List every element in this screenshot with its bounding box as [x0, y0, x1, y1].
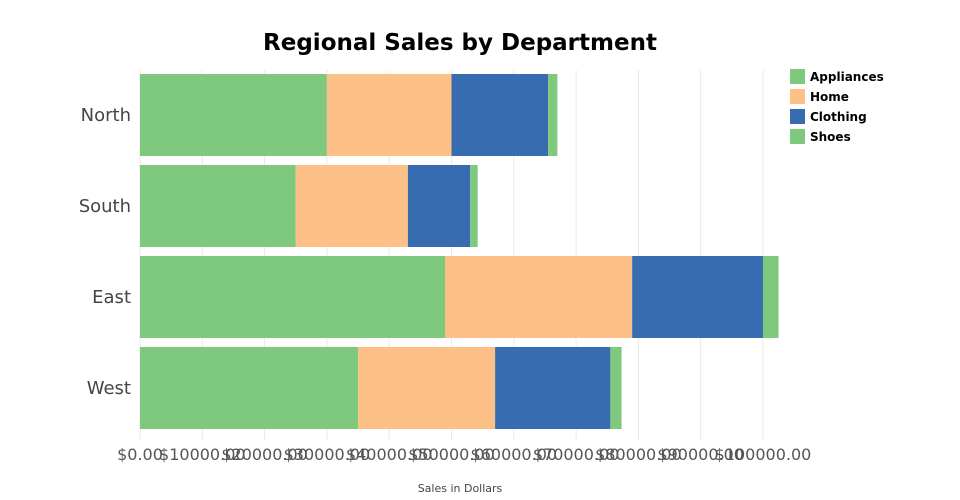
legend-swatch: [790, 69, 805, 84]
chart-title: Regional Sales by Department: [263, 30, 657, 56]
bar-east-home: [445, 256, 633, 338]
legend-swatch: [790, 129, 805, 144]
bar-west-appliances: [140, 347, 359, 429]
x-tick-label: $80000.00: [595, 445, 682, 464]
category-label: East: [92, 287, 131, 308]
x-tick-label: $100000.00: [715, 445, 812, 464]
bar-north-clothing: [451, 74, 549, 156]
bars: [140, 74, 779, 429]
bar-west-shoes: [610, 347, 622, 429]
x-tick-label: $70000.00: [533, 445, 620, 464]
bar-south-home: [295, 165, 408, 247]
bar-south-clothing: [407, 165, 471, 247]
legend: Appliances Home Clothing Shoes: [790, 69, 884, 144]
x-tick-labels: $0.00$10000.00$20000.00$30000.00$40000.0…: [117, 445, 811, 464]
bar-east-appliances: [140, 256, 446, 338]
bar-west-clothing: [495, 347, 611, 429]
legend-label: Appliances: [810, 70, 884, 84]
legend-swatch: [790, 89, 805, 104]
x-tick-label: $40000.00: [346, 445, 433, 464]
x-tick-label: $20000.00: [221, 445, 308, 464]
category-label: West: [87, 378, 131, 399]
bar-east-shoes: [763, 256, 779, 338]
legend-label: Shoes: [810, 130, 851, 144]
legend-label: Clothing: [810, 110, 867, 124]
bar-south-shoes: [470, 165, 478, 247]
bar-east-clothing: [632, 256, 763, 338]
x-tick-label: $30000.00: [284, 445, 371, 464]
category-labels: North South East West: [79, 105, 131, 399]
x-tick-label: $60000.00: [471, 445, 558, 464]
bar-west-home: [358, 347, 496, 429]
bar-north-shoes: [548, 74, 558, 156]
x-axis-title: Sales in Dollars: [418, 482, 503, 495]
x-tick-label: $50000.00: [408, 445, 495, 464]
x-tick-label: $10000.00: [159, 445, 246, 464]
x-tick-label: $0.00: [117, 445, 163, 464]
category-label: South: [79, 196, 131, 217]
bar-north-home: [326, 74, 452, 156]
x-tick-label: $90000.00: [657, 445, 744, 464]
category-label: North: [81, 105, 131, 126]
bar-south-appliances: [140, 165, 296, 247]
bar-north-appliances: [140, 74, 327, 156]
legend-swatch: [790, 109, 805, 124]
legend-label: Home: [810, 90, 849, 104]
